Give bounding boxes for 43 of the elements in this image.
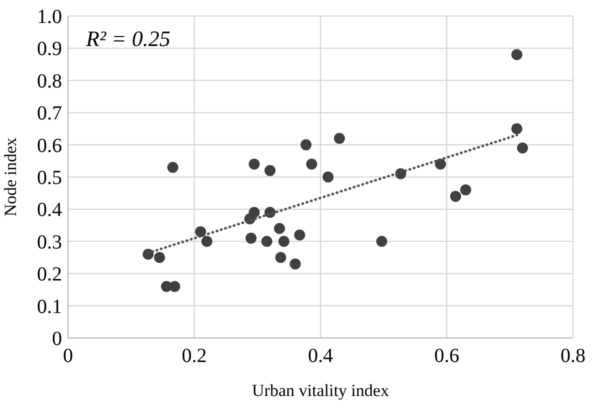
point <box>264 165 276 176</box>
point <box>300 139 312 150</box>
point <box>450 190 462 202</box>
point <box>511 123 522 134</box>
y-tick-label: 0.9 <box>37 38 62 60</box>
point <box>274 223 285 234</box>
x-tick-label: 0.4 <box>308 345 333 367</box>
y-tick-label: 0.2 <box>37 264 62 286</box>
point <box>167 162 178 173</box>
point <box>294 229 306 240</box>
x-tick-label: 0.6 <box>434 345 460 367</box>
y-tick-label: 1.0 <box>37 6 62 28</box>
point <box>460 184 472 196</box>
point <box>306 158 318 170</box>
point <box>434 158 446 170</box>
point <box>201 236 212 247</box>
point <box>154 252 166 263</box>
point <box>376 236 388 247</box>
y-tick-label: 0.4 <box>37 199 62 222</box>
point <box>261 236 272 247</box>
point <box>322 172 334 182</box>
point <box>517 142 528 154</box>
y-tick-label: 0.5 <box>37 167 62 189</box>
x-axis-title: Urban vitality index <box>252 381 390 400</box>
point <box>248 206 260 218</box>
y-tick-label: 0.3 <box>37 231 62 254</box>
y-tick-label: 0.8 <box>37 70 62 92</box>
y-axis-title: Node index <box>1 137 20 216</box>
point <box>290 258 301 270</box>
point <box>275 252 286 263</box>
x-tick-label: 0.8 <box>560 345 586 367</box>
point <box>246 232 257 244</box>
x-tick-label: 0.2 <box>182 345 207 367</box>
point <box>278 236 290 247</box>
point <box>169 280 180 292</box>
point <box>511 49 522 60</box>
y-tick-label: 0.7 <box>37 102 62 125</box>
point <box>334 132 345 144</box>
point <box>248 158 260 170</box>
y-tick-label: 0.1 <box>37 296 62 318</box>
y-tick-label: 0 <box>52 328 62 350</box>
y-tick-label: 0.6 <box>37 134 62 157</box>
annotation: R² = 0.25 <box>85 26 170 51</box>
